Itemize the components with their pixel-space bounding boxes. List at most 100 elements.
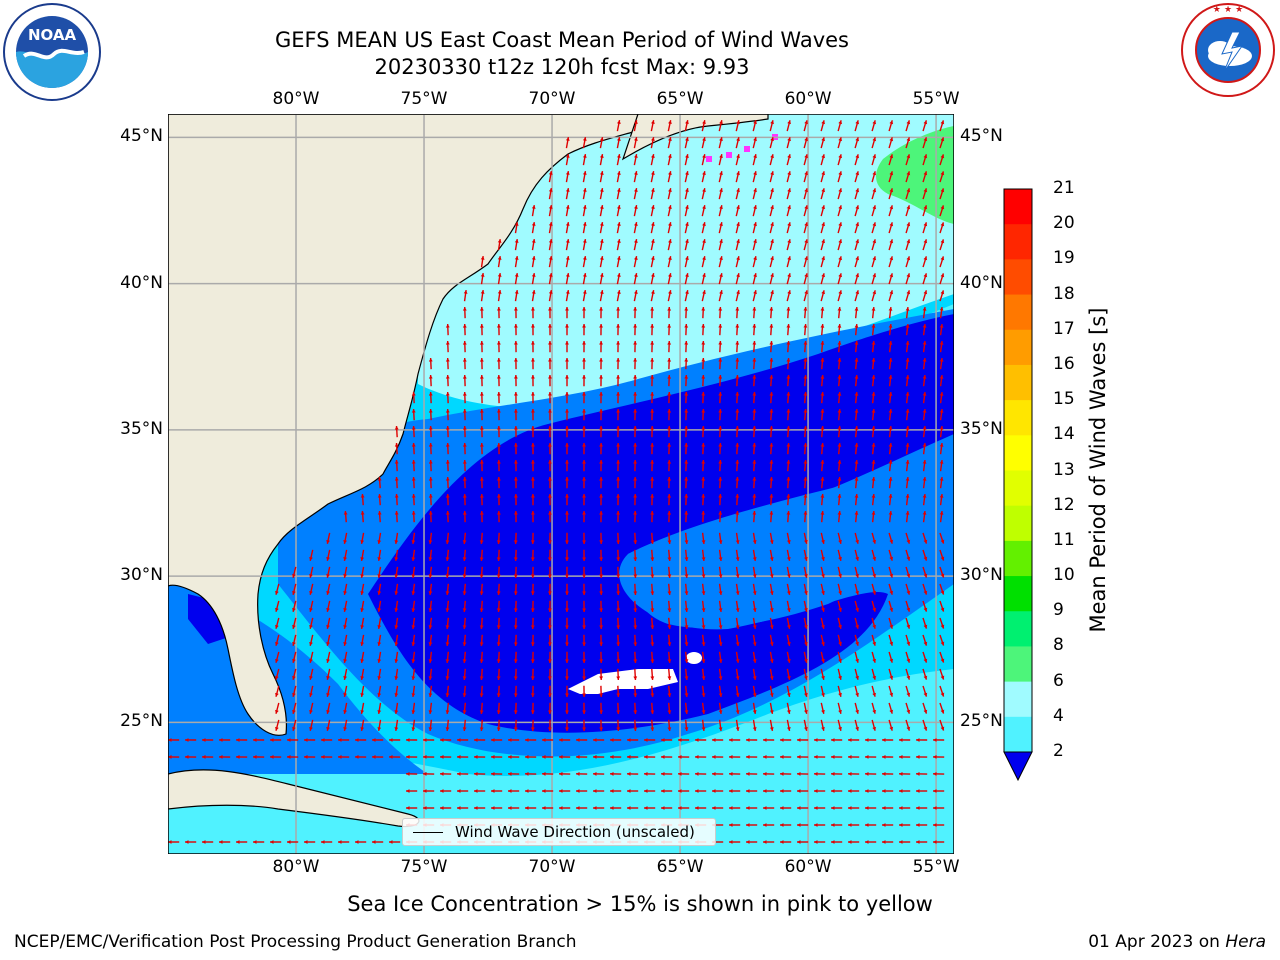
- wave-direction-arrowhead: [735, 591, 740, 595]
- wave-direction-arrowhead: [684, 591, 689, 595]
- wave-direction-arrowhead: [905, 494, 910, 498]
- wave-direction-arrowhead: [718, 676, 723, 680]
- wave-direction-arrowhead: [661, 738, 665, 742]
- wave-direction-arrowhead: [616, 540, 621, 544]
- wave-direction-arrowhead: [923, 120, 928, 125]
- wave-direction-arrowhead: [309, 658, 313, 663]
- wave-direction-arrowhead: [831, 755, 835, 759]
- wave-direction-arrowhead: [531, 511, 535, 515]
- wave-direction-arrowhead: [479, 693, 484, 697]
- wave-direction-arrowhead: [599, 324, 603, 328]
- wave-direction-arrowhead: [701, 557, 706, 561]
- wave-direction-arrowhead: [752, 608, 757, 612]
- wave-direction-arrowhead: [565, 392, 569, 396]
- wave-direction-arrowhead: [718, 591, 723, 595]
- wave-direction-arrowhead: [906, 658, 911, 663]
- wave-direction-arrowhead: [735, 307, 740, 311]
- wave-direction-arrowhead: [906, 273, 911, 278]
- wave-direction-arrowhead: [763, 823, 767, 827]
- wave-direction-arrowhead: [651, 171, 655, 175]
- wave-direction-arrowhead: [667, 676, 672, 680]
- colorbar-segment: [1004, 505, 1032, 542]
- wave-direction-arrowhead: [372, 755, 376, 759]
- wave-direction-arrowhead: [633, 625, 638, 629]
- wave-direction-arrowhead: [871, 511, 876, 515]
- wave-direction-arrowhead: [899, 823, 903, 827]
- wave-direction-arrowhead: [684, 307, 689, 311]
- wave-direction-arrowhead: [786, 557, 791, 561]
- wave-direction-arrowhead: [684, 693, 689, 697]
- wave-direction-arrowhead: [616, 460, 620, 464]
- wave-direction-arrowhead: [763, 840, 767, 844]
- wave-direction-arrowhead: [582, 188, 587, 192]
- wave-direction-arrowhead: [548, 693, 552, 697]
- wave-direction-arrowhead: [940, 675, 945, 680]
- wave-direction-arrowhead: [848, 738, 852, 742]
- wave-direction-arrowhead: [888, 494, 893, 498]
- wave-direction-arrowhead: [479, 494, 484, 498]
- wave-direction-arrowhead: [411, 494, 416, 498]
- wave-direction-arrowhead: [803, 324, 808, 328]
- lon-tick-label-top: 80°W: [272, 89, 320, 109]
- wave-direction-arrowhead: [411, 608, 416, 612]
- wave-direction-arrowhead: [888, 358, 893, 362]
- wave-direction-arrowhead: [513, 540, 518, 544]
- wave-direction-arrowhead: [343, 676, 348, 680]
- colorbar-tick-label: 19: [1053, 248, 1075, 269]
- wave-direction-arrowhead: [735, 676, 740, 680]
- wave-direction-arrowhead: [377, 608, 382, 612]
- wave-direction-arrowhead: [236, 738, 240, 742]
- wave-direction-arrowhead: [821, 692, 825, 697]
- wave-direction-arrowhead: [797, 823, 801, 827]
- wave-direction-arrowhead: [905, 443, 910, 447]
- wave-direction-arrowhead: [923, 709, 928, 714]
- wave-direction-arrowhead: [343, 608, 348, 612]
- wave-direction-arrowhead: [616, 443, 620, 447]
- wave-direction-arrowhead: [497, 290, 502, 294]
- wave-direction-arrowhead: [479, 659, 484, 663]
- wave-direction-arrowhead: [804, 154, 808, 159]
- wave-direction-arrowhead: [309, 726, 313, 731]
- wave-direction-arrowhead: [702, 256, 706, 261]
- wave-direction-arrowhead: [797, 840, 801, 844]
- wave-direction-arrowhead: [769, 608, 774, 612]
- wave-direction-arrowhead: [939, 375, 944, 379]
- wave-direction-arrowhead: [445, 727, 450, 731]
- wave-direction-arrowhead: [872, 675, 877, 680]
- wave-direction-arrowhead: [872, 188, 877, 193]
- wave-direction-arrowhead: [599, 171, 604, 175]
- wave-direction-arrowhead: [729, 823, 733, 827]
- wave-direction-arrowhead: [854, 341, 859, 345]
- wave-direction-arrowhead: [634, 137, 638, 141]
- wave-direction-arrowhead: [599, 409, 603, 413]
- wave-direction-arrowhead: [854, 307, 859, 311]
- wave-direction-arrowhead: [496, 392, 501, 396]
- wave-direction-arrowhead: [906, 607, 911, 612]
- wave-direction-arrowhead: [787, 290, 791, 295]
- wave-direction-arrowhead: [508, 738, 512, 742]
- wave-direction-arrowhead: [685, 137, 689, 142]
- wave-direction-arrowhead: [821, 290, 826, 295]
- lat-tick-label-left: 25°N: [120, 711, 163, 732]
- wave-direction-arrowhead: [531, 273, 536, 277]
- wave-direction-arrowhead: [650, 659, 655, 663]
- wave-direction-arrowhead: [633, 540, 638, 544]
- wave-direction-arrowhead: [786, 608, 791, 612]
- wave-direction-arrowhead: [923, 290, 928, 295]
- wave-direction-arrowhead: [309, 641, 313, 646]
- wave-direction-arrowhead: [582, 591, 586, 595]
- wave-direction-arrowhead: [411, 477, 416, 481]
- wave-direction-arrowhead: [496, 494, 501, 498]
- wave-direction-arrowhead: [650, 375, 655, 379]
- wave-direction-arrowhead: [889, 709, 894, 714]
- wave-direction-arrowhead: [906, 256, 911, 261]
- sea-ice-mark: [744, 146, 750, 152]
- wave-direction-arrowhead: [667, 324, 672, 328]
- wave-direction-arrowhead: [685, 120, 689, 125]
- wave-direction-arrowhead: [360, 540, 365, 544]
- wave-direction-arrowhead: [462, 659, 467, 663]
- wave-direction-arrowhead: [633, 409, 638, 413]
- wave-direction-arrowhead: [650, 676, 655, 680]
- lat-tick-label-left: 30°N: [120, 565, 163, 586]
- wave-direction-arrowhead: [923, 692, 928, 697]
